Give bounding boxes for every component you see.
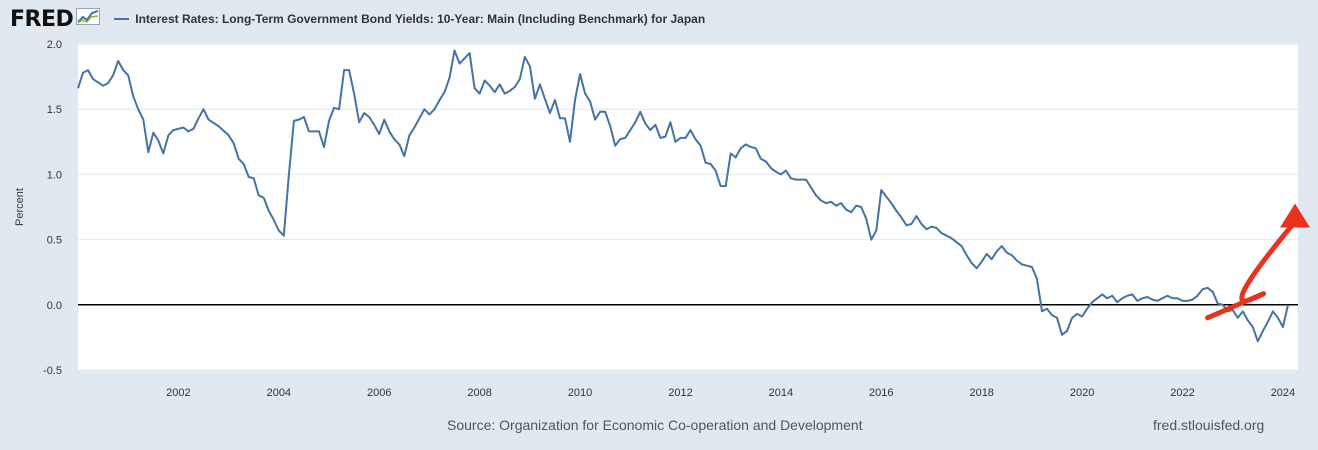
annotation-arrow-shaft <box>1205 223 1295 321</box>
logo-text: FRED <box>10 6 74 32</box>
x-tick-label: 2020 <box>1070 387 1094 399</box>
x-tick-label: 2016 <box>869 387 893 399</box>
chart-trend-icon <box>76 8 101 30</box>
legend-series-label: Interest Rates: Long-Term Government Bon… <box>135 12 706 26</box>
x-tick-label: 2022 <box>1170 387 1194 399</box>
x-tick-label: 2014 <box>769 387 793 399</box>
x-tick-label: 2006 <box>367 387 391 399</box>
chart-legend: Interest Rates: Long-Term Government Bon… <box>114 12 705 26</box>
x-tick-label: 2004 <box>267 387 291 399</box>
x-tick-label: 2010 <box>568 387 592 399</box>
x-tick-label: 2018 <box>969 387 993 399</box>
y-tick-label: 1.5 <box>47 104 62 116</box>
y-tick-label: -0.5 <box>43 365 62 377</box>
site-credit[interactable]: fred.stlouisfed.org <box>1153 417 1265 433</box>
y-tick-label: 0.0 <box>47 300 62 312</box>
fred-logo[interactable]: FRED <box>10 6 101 32</box>
y-tick-label: 1.0 <box>47 169 62 181</box>
x-tick-label: 2002 <box>166 387 190 399</box>
chart-header: FRED Interest Rates: Long-Term Governmen… <box>10 6 705 32</box>
legend-swatch <box>114 18 130 20</box>
annotation-arrow-head <box>1280 203 1310 228</box>
y-tick-label: 0.5 <box>47 235 62 247</box>
source-note: Source: Organization for Economic Co-ope… <box>447 417 863 433</box>
x-tick-label: 2012 <box>668 387 692 399</box>
x-tick-label: 2024 <box>1271 387 1295 399</box>
x-tick-label: 2008 <box>467 387 491 399</box>
y-axis-label: Percent <box>14 188 26 226</box>
series-line <box>77 49 1289 343</box>
y-tick-label: 2.0 <box>47 39 62 51</box>
plot-area <box>78 44 1298 370</box>
